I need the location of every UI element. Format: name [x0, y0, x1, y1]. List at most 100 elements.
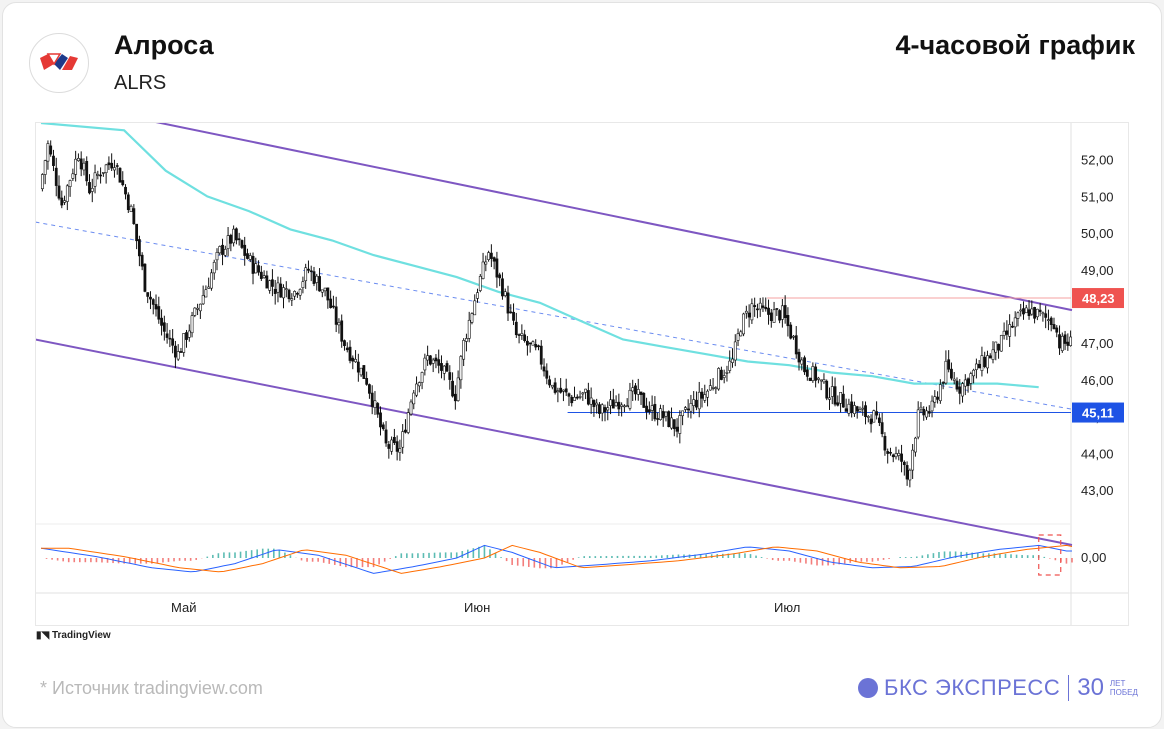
chart-area[interactable]: 52,0051,0050,0049,0047,0046,0045,0044,00…: [35, 122, 1129, 626]
macd-histogram-bar: [832, 558, 835, 566]
macd-histogram-bar: [45, 558, 48, 559]
candle-body: [606, 407, 610, 411]
y-tick-label: 44,00: [1081, 446, 1114, 461]
macd-histogram-bar: [350, 558, 353, 568]
candle-body: [226, 235, 230, 249]
candle-body: [157, 306, 161, 320]
candle-body: [43, 160, 47, 175]
candle-body: [631, 387, 635, 392]
candle-body: [193, 307, 197, 316]
candle-body: [268, 280, 272, 291]
candle-body: [991, 349, 995, 360]
candle-body: [570, 396, 574, 404]
candle-body: [271, 279, 274, 287]
candle-body: [531, 341, 535, 346]
macd-histogram-bar: [555, 558, 558, 568]
candle-body: [110, 162, 114, 169]
y-tick-label: 51,00: [1081, 189, 1114, 204]
macd-histogram-bar: [317, 558, 319, 562]
candle-body: [492, 257, 496, 262]
candle-body: [999, 335, 1003, 352]
candle-body: [1005, 330, 1009, 335]
candle-body: [343, 340, 346, 347]
candle-body: [279, 283, 283, 298]
macd-histogram-bar: [755, 555, 757, 558]
macd-histogram-bar: [67, 558, 70, 563]
macd-histogram-bar: [167, 558, 170, 562]
macd-histogram-bar: [79, 558, 81, 563]
y-tick-label: 50,00: [1081, 226, 1114, 241]
macd-histogram-bar: [73, 558, 76, 563]
candle-body: [534, 344, 538, 348]
candle-body: [77, 158, 80, 162]
candle-body: [512, 311, 515, 321]
macd-histogram-bar: [971, 552, 974, 558]
tradingview-logo: ▮◥ TradingView: [36, 630, 111, 641]
macd-histogram-bar: [228, 552, 231, 558]
macd-histogram-bar: [394, 556, 397, 558]
candle-body: [456, 377, 460, 401]
candle-body: [79, 158, 83, 170]
candle-body: [257, 265, 260, 273]
macd-histogram-bar: [417, 553, 419, 558]
candle-body: [246, 253, 249, 259]
candle-body: [609, 399, 612, 406]
candle-body: [115, 165, 119, 167]
candle-body: [323, 287, 327, 292]
candle-body: [207, 286, 211, 289]
candle-body: [379, 412, 382, 428]
candle-body: [179, 351, 183, 353]
candle-body: [1030, 308, 1034, 315]
candle-body: [140, 254, 144, 267]
price-chart-svg[interactable]: 52,0051,0050,0049,0047,0046,0045,0044,00…: [36, 123, 1128, 625]
macd-histogram-bar: [644, 555, 646, 558]
candle-body: [656, 418, 660, 420]
macd-histogram-bar: [572, 558, 574, 560]
candle-body: [623, 405, 626, 408]
candle-body: [287, 289, 291, 300]
candle-body: [82, 162, 86, 171]
candle-body: [875, 411, 879, 416]
macd-histogram-bar: [888, 558, 890, 559]
candle-body: [146, 292, 150, 297]
candle-body: [345, 347, 349, 351]
candle-body: [121, 180, 125, 186]
macd-histogram-bar: [627, 555, 630, 558]
candle-body: [401, 431, 405, 448]
candle-body: [933, 396, 937, 403]
candle-body: [473, 300, 477, 316]
candle-body: [212, 261, 216, 274]
candle-body: [936, 396, 939, 400]
candle-body: [972, 369, 976, 377]
candle-body: [503, 291, 507, 296]
macd-histogram-bar: [428, 552, 430, 558]
macd-histogram-bar: [422, 553, 425, 558]
candle-body: [869, 418, 873, 425]
macd-histogram-bar: [699, 554, 702, 558]
macd-histogram-bar: [151, 558, 153, 564]
candle-body: [331, 305, 335, 308]
candle-body: [1022, 308, 1025, 315]
candle-body: [955, 380, 959, 390]
candle-body: [977, 363, 981, 369]
candle-body: [495, 258, 499, 278]
candle-body: [362, 365, 366, 379]
candle-body: [182, 333, 186, 353]
candle-body: [980, 355, 984, 371]
candle-body: [85, 161, 89, 182]
macd-histogram-bar: [799, 558, 802, 563]
candle-body: [210, 272, 213, 289]
candle-body: [107, 162, 111, 166]
macd-histogram-bar: [694, 554, 696, 558]
macd-histogram-bar: [622, 555, 624, 558]
macd-histogram-bar: [361, 558, 364, 568]
candle-body: [839, 392, 842, 404]
candle-body: [101, 172, 105, 174]
candle-body: [916, 409, 920, 438]
candle-body: [1049, 317, 1053, 325]
macd-line: [40, 544, 1072, 574]
macd-histogram-bar: [439, 552, 441, 558]
candle-body: [819, 379, 823, 382]
candle-body: [720, 369, 723, 380]
